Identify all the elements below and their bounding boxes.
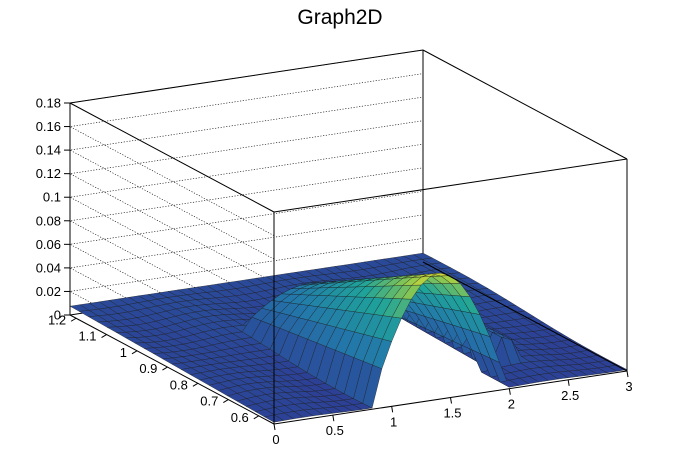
y-tick-label: 0.7 [200, 394, 218, 409]
x-tick-label: 0 [272, 432, 279, 447]
y-tick-mark [192, 382, 199, 387]
x-tick-label: 3 [625, 379, 632, 394]
x-tick-mark [332, 415, 335, 422]
z-tick-label: 0.18 [36, 96, 61, 111]
z-tick-label: 0.16 [36, 119, 61, 134]
z-tick-label: 0 [54, 308, 61, 323]
frame-edge [69, 314, 275, 425]
y-tick-mark [101, 334, 107, 338]
x-tick-label: 1.5 [443, 406, 461, 421]
x-tick-mark [273, 423, 276, 431]
z-tick-label: 0.14 [36, 143, 61, 158]
chart-title: Graph2D [297, 6, 382, 29]
z-tick-label: 0.1 [43, 190, 61, 205]
x-tick-mark [391, 406, 394, 413]
y-tick-mark [162, 366, 168, 371]
x-tick-label: 1 [390, 414, 397, 429]
y-tick-mark [253, 415, 260, 420]
z-tick-label: 0.02 [36, 284, 61, 299]
x-tick-mark [626, 370, 629, 378]
z-tick-label: 0.06 [36, 237, 61, 252]
frame-edge [422, 49, 628, 160]
z-tick-label: 0.04 [36, 260, 61, 275]
x-tick-mark [508, 388, 511, 395]
frame-edge [422, 261, 628, 372]
y-tick-mark [70, 317, 77, 322]
surface-cell [607, 364, 628, 372]
frame-edge [69, 49, 424, 104]
y-tick-label: 1 [120, 345, 127, 360]
y-tick-label: 0.6 [231, 410, 249, 425]
y-tick-label: 0.8 [170, 377, 188, 392]
frame-edge [69, 102, 275, 213]
y-tick-mark [223, 399, 229, 404]
x-tick-label: 2 [508, 397, 515, 412]
y-tick-label: 1.1 [78, 329, 96, 344]
y-tick-mark [131, 350, 138, 355]
gridline [69, 73, 424, 236]
z-tick-label: 0.08 [36, 213, 61, 228]
gridline [69, 120, 424, 283]
surface-mesh [69, 252, 628, 423]
x-tick-label: 0.5 [326, 423, 344, 438]
x-tick-label: 2.5 [561, 388, 579, 403]
z-tick-label: 0.12 [36, 166, 61, 181]
x-tick-mark [567, 379, 570, 386]
y-tick-label: 1.2 [48, 312, 66, 327]
tick-labels: 0 0.02 0.04 0.06 0.08 0.1 0.12 0.14 0.16 0.18 0.6 0… [36, 96, 633, 448]
frame-edge [273, 158, 628, 213]
x-tick-mark [450, 397, 452, 404]
gridline [69, 96, 424, 260]
y-tick-label: 0.9 [139, 361, 157, 376]
